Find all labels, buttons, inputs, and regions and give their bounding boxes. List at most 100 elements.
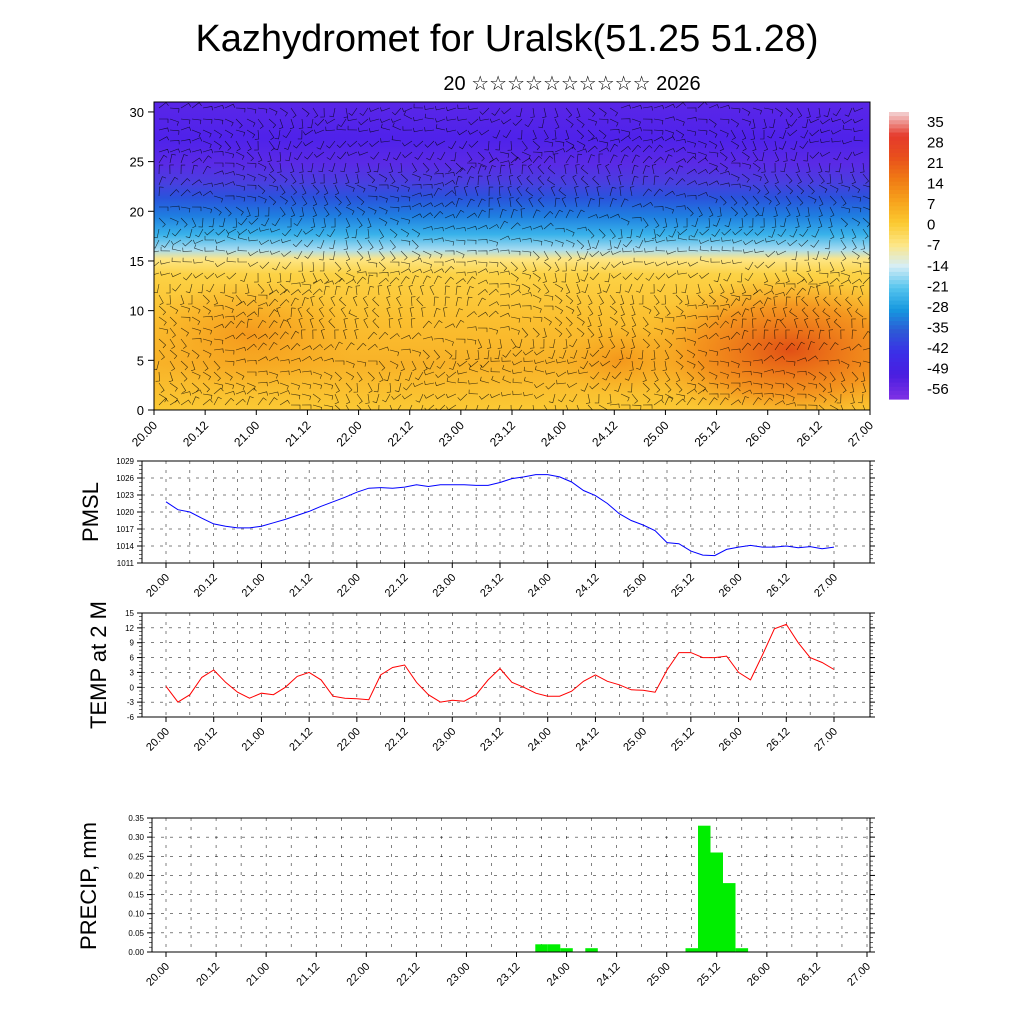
wind-barb bbox=[338, 296, 347, 307]
wind-barb bbox=[490, 357, 501, 362]
cross-section-x-axis: 20.00 20.12 21.00 21.12 22.00 22.12 23.00 23.12… bbox=[129, 410, 876, 449]
wind-barb bbox=[730, 318, 738, 329]
wind-barb bbox=[675, 165, 684, 175]
wind-barb bbox=[580, 382, 589, 392]
wind-barb bbox=[818, 162, 823, 174]
wind-barb bbox=[290, 282, 301, 287]
wind-barb bbox=[516, 174, 523, 186]
wind-barb bbox=[320, 328, 326, 340]
wind-barb bbox=[372, 318, 380, 329]
wind-barb bbox=[675, 382, 683, 393]
wind-barb bbox=[180, 118, 191, 125]
wind-barb bbox=[378, 217, 388, 227]
wind-barb bbox=[301, 107, 310, 117]
wind-barb bbox=[624, 371, 633, 381]
wind-barb bbox=[580, 250, 589, 260]
colorbar-segment bbox=[889, 140, 909, 146]
wind-barb bbox=[851, 261, 862, 268]
wind-barb bbox=[345, 371, 355, 381]
wind-barb bbox=[323, 206, 330, 217]
wind-barb bbox=[434, 140, 446, 146]
wind-barb bbox=[587, 294, 593, 306]
wind-barb bbox=[806, 162, 811, 173]
wind-barb bbox=[218, 217, 226, 228]
wind-barb bbox=[719, 162, 728, 172]
wind-barb bbox=[774, 342, 784, 351]
precip-bar bbox=[685, 948, 698, 952]
wind-barb bbox=[719, 371, 729, 379]
wind-barb bbox=[697, 151, 707, 159]
colorbar-label: -14 bbox=[927, 258, 949, 275]
wind-barb bbox=[158, 305, 167, 316]
wind-barb bbox=[303, 228, 314, 235]
colorbar-segment bbox=[889, 235, 909, 240]
wind-barb bbox=[333, 173, 338, 184]
wind-barb bbox=[697, 192, 709, 197]
wind-barb bbox=[804, 250, 809, 261]
wind-barb bbox=[719, 347, 730, 352]
y-tick-label: 1029 bbox=[116, 457, 134, 466]
wind-barb bbox=[576, 148, 588, 153]
wind-barb bbox=[402, 393, 413, 400]
wind-barb bbox=[719, 335, 731, 340]
wind-barb bbox=[521, 316, 532, 323]
wind-barb bbox=[708, 151, 719, 158]
wind-barb bbox=[789, 308, 798, 318]
wind-barb bbox=[510, 222, 521, 230]
wind-barb bbox=[437, 151, 446, 161]
wind-barb bbox=[598, 129, 607, 139]
wind-barb bbox=[389, 261, 400, 267]
x-tick-label: 20.00 bbox=[144, 961, 172, 989]
wind-barb bbox=[785, 118, 790, 130]
colorbar-segment bbox=[889, 296, 909, 302]
wind-barb bbox=[686, 314, 697, 320]
cs-y-tick-label: 30 bbox=[130, 105, 144, 120]
wind-barb bbox=[306, 307, 314, 318]
chart-title: Kazhydromet for Uralsk(51.25 51.28) bbox=[195, 18, 819, 60]
wind-barb bbox=[719, 129, 729, 138]
wind-barb bbox=[721, 237, 732, 242]
wind-barb bbox=[840, 360, 850, 369]
wind-barb bbox=[719, 170, 731, 176]
wind-barb bbox=[653, 129, 664, 135]
wind-barb bbox=[180, 126, 192, 131]
wind-barb bbox=[796, 278, 808, 285]
colorbar-segment bbox=[889, 300, 909, 306]
wind-barb bbox=[785, 371, 796, 379]
wind-barb bbox=[750, 307, 755, 318]
wind-barb bbox=[389, 217, 399, 226]
wind-barb bbox=[214, 239, 226, 244]
wind-barb bbox=[730, 348, 741, 354]
wind-barb bbox=[213, 140, 222, 150]
wind-barb bbox=[488, 224, 500, 230]
cs-y-tick-label: 0 bbox=[137, 403, 144, 418]
wind-barb bbox=[851, 228, 857, 240]
wind-barb bbox=[574, 185, 579, 197]
wind-barb bbox=[719, 118, 730, 124]
wind-barb bbox=[180, 305, 190, 313]
wind-barb bbox=[851, 318, 856, 329]
wind-barb bbox=[510, 404, 512, 410]
wind-barb bbox=[433, 275, 442, 285]
wind-barb bbox=[444, 214, 456, 219]
wind-barb bbox=[421, 307, 426, 318]
wind-barb bbox=[642, 106, 653, 111]
wind-barb bbox=[247, 228, 259, 234]
wind-barb bbox=[631, 154, 640, 164]
wind-barb bbox=[246, 333, 258, 340]
wind-barb bbox=[575, 272, 581, 284]
wind-barb bbox=[279, 206, 286, 217]
wind-barb bbox=[158, 127, 169, 132]
wind-barb bbox=[312, 393, 321, 403]
wind-barb bbox=[642, 175, 649, 186]
wind-barb bbox=[807, 341, 816, 351]
wind-barb bbox=[191, 305, 201, 314]
wind-barb bbox=[708, 371, 718, 380]
wind-barb bbox=[450, 151, 457, 162]
wind-barb bbox=[301, 184, 307, 196]
wind-barb bbox=[235, 195, 246, 202]
wind-barb bbox=[345, 360, 355, 369]
wind-barb bbox=[602, 349, 611, 359]
wind-barb bbox=[314, 118, 325, 126]
colorbar-segment bbox=[889, 333, 909, 339]
